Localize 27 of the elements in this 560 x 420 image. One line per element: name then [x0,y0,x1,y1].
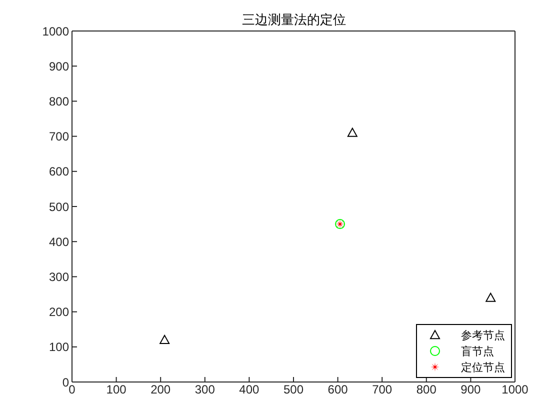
chart-title: 三边测量法的定位 [242,12,346,27]
x-tick-label: 300 [194,382,216,397]
legend-label: 盲节点 [461,344,494,358]
y-tick-label: 900 [48,59,70,74]
legend-label: 定位节点 [461,360,505,374]
x-tick-label: 900 [460,382,482,397]
legend-label: 参考节点 [461,328,505,342]
y-tick-label: 700 [48,130,70,144]
x-tick-label: 600 [328,382,348,397]
y-tick-label: 800 [48,94,70,108]
y-tick-label: 400 [48,234,70,249]
point [160,334,170,344]
x-tick-label: 700 [372,382,392,397]
x-tick-label: 200 [150,382,171,397]
y-tick-label: 1000 [42,24,70,38]
x-tick-label: 500 [283,382,304,397]
point [347,128,358,137]
y-tick-label: 300 [48,270,70,284]
x-tick-label: 1000 [502,382,529,397]
y-tick-label: 100 [48,340,70,354]
x-tick-label: 400 [239,382,260,397]
y-tick-label: 200 [48,305,70,320]
x-tick-label: 800 [416,382,437,397]
point [486,292,496,302]
y-tick-label: 500 [48,200,70,214]
y-tick-label: 600 [48,164,70,179]
x-tick-label: 100 [106,382,127,397]
